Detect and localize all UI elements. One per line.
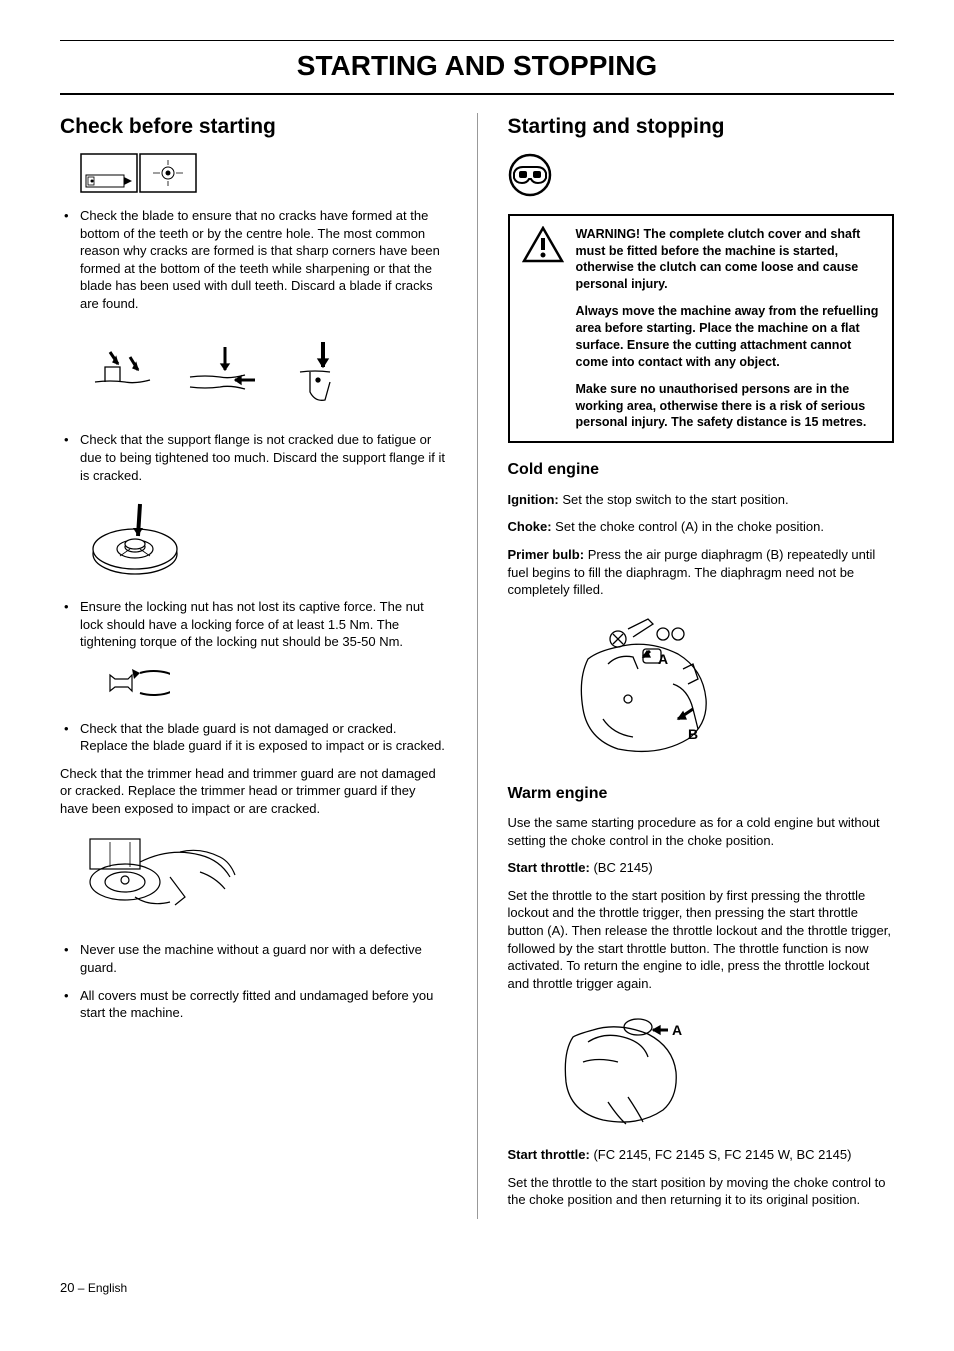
bullet-icon: •	[60, 207, 80, 312]
blade-icon-illustration	[80, 153, 447, 193]
warm-engine-p3: Set the throttle to the start position b…	[508, 1174, 895, 1209]
choke-text: Set the choke control (A) in the choke p…	[552, 519, 824, 534]
warm-engine-heading: Warm engine	[508, 783, 895, 805]
check-item-6: • All covers must be correctly fitted an…	[60, 987, 447, 1022]
check-item-4-text: Check that the blade guard is not damage…	[80, 720, 447, 755]
warm-engine-p2: Set the throttle to the start position b…	[508, 887, 895, 992]
check-item-3: • Ensure the locking nut has not lost it…	[60, 598, 447, 651]
goggles-icon	[508, 153, 895, 202]
warning-paragraph-2: Always move the machine away from the re…	[576, 303, 881, 371]
warning-paragraph-3: Make sure no unauthorised persons are in…	[576, 381, 881, 432]
footer-language: English	[88, 1281, 127, 1295]
warning-text: WARNING! The complete clutch cover and s…	[576, 226, 881, 432]
check-item-3-text: Ensure the locking nut has not lost its …	[80, 598, 447, 651]
warning-triangle-icon	[522, 226, 564, 432]
column-divider	[477, 113, 478, 1219]
bullet-icon: •	[60, 941, 80, 976]
check-item-2: • Check that the support flange is not c…	[60, 431, 447, 484]
support-flange-illustration	[80, 494, 447, 584]
starting-stopping-heading: Starting and stopping	[508, 113, 895, 141]
check-item-1: • Check the blade to ensure that no crac…	[60, 207, 447, 312]
start-throttle-2-label: Start throttle:	[508, 1147, 590, 1162]
left-column: Check before starting • Check the blade …	[60, 113, 447, 1219]
check-item-5: • Never use the machine without a guard …	[60, 941, 447, 976]
check-before-starting-heading: Check before starting	[60, 113, 447, 141]
footer-dash: –	[74, 1281, 87, 1295]
check-item-5-text: Never use the machine without a guard no…	[80, 941, 447, 976]
start-throttle-1-text: (BC 2145)	[590, 860, 653, 875]
two-column-layout: Check before starting • Check the blade …	[60, 113, 894, 1219]
warm-engine-illustration: A	[548, 1002, 895, 1132]
locking-nut-illustration	[80, 661, 447, 706]
trimmer-guard-paragraph: Check that the trimmer head and trimmer …	[60, 765, 447, 818]
page-main-title: STARTING AND STOPPING	[60, 40, 894, 95]
start-throttle-2-line: Start throttle: (FC 2145, FC 2145 S, FC …	[508, 1146, 895, 1164]
label-a-warm: A	[672, 1022, 682, 1038]
cold-ignition-line: Ignition: Set the stop switch to the sta…	[508, 491, 895, 509]
bullet-icon: •	[60, 431, 80, 484]
cold-engine-illustration: A B	[558, 609, 895, 769]
page-number: 20	[60, 1280, 74, 1295]
bullet-icon: •	[60, 720, 80, 755]
blade-cracks-illustration	[80, 322, 447, 417]
start-throttle-1-label: Start throttle:	[508, 860, 590, 875]
trimmer-guard-illustration	[80, 827, 447, 927]
warning-box: WARNING! The complete clutch cover and s…	[508, 214, 895, 444]
label-a: A	[658, 651, 668, 667]
cold-primer-line: Primer bulb: Press the air purge diaphra…	[508, 546, 895, 599]
ignition-label: Ignition:	[508, 492, 559, 507]
bullet-icon: •	[60, 987, 80, 1022]
check-item-2-text: Check that the support flange is not cra…	[80, 431, 447, 484]
label-b: B	[688, 726, 698, 742]
warm-engine-p1: Use the same starting procedure as for a…	[508, 814, 895, 849]
check-item-1-text: Check the blade to ensure that no cracks…	[80, 207, 447, 312]
cold-choke-line: Choke: Set the choke control (A) in the …	[508, 518, 895, 536]
ignition-text: Set the stop switch to the start positio…	[559, 492, 789, 507]
choke-label: Choke:	[508, 519, 552, 534]
warning-paragraph-1: WARNING! The complete clutch cover and s…	[576, 226, 881, 294]
page-footer: 20 – English	[60, 1279, 894, 1297]
check-item-4: • Check that the blade guard is not dama…	[60, 720, 447, 755]
start-throttle-2-text: (FC 2145, FC 2145 S, FC 2145 W, BC 2145)	[590, 1147, 852, 1162]
start-throttle-1-line: Start throttle: (BC 2145)	[508, 859, 895, 877]
cold-engine-heading: Cold engine	[508, 459, 895, 481]
bullet-icon: •	[60, 598, 80, 651]
right-column: Starting and stopping WARNING! The compl…	[508, 113, 895, 1219]
check-item-6-text: All covers must be correctly fitted and …	[80, 987, 447, 1022]
primer-label: Primer bulb:	[508, 547, 585, 562]
